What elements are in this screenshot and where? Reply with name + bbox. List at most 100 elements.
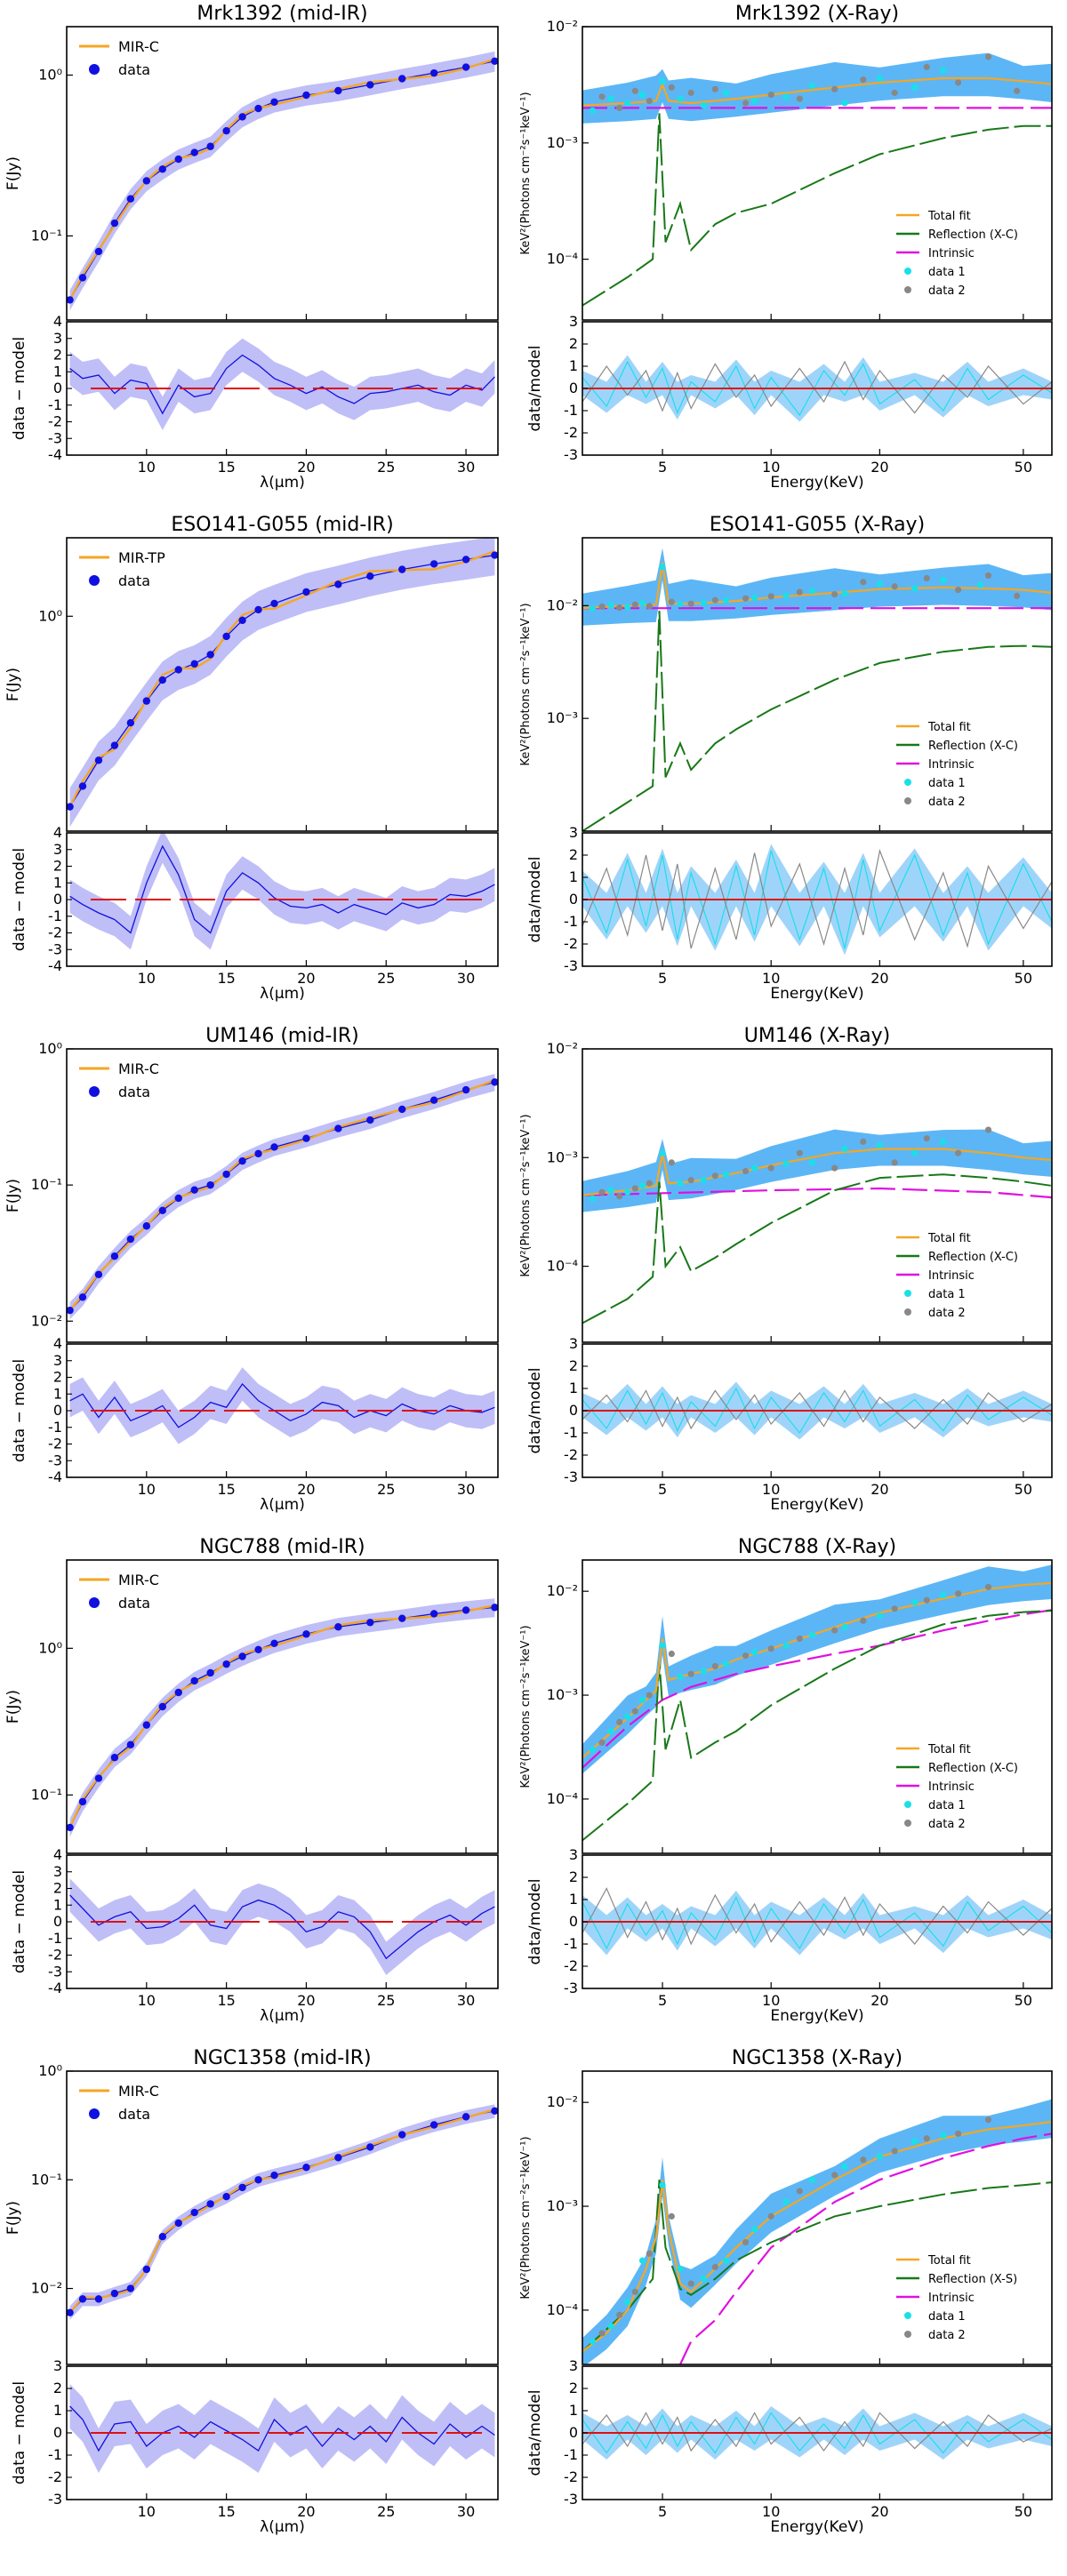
- legend-model-label: MIR-TP: [118, 549, 165, 566]
- main-plot-area: [67, 1074, 498, 1320]
- legend: MIR-C data: [79, 2083, 159, 2123]
- legend-model-label: MIR-C: [118, 1572, 159, 1588]
- data-point: [398, 1105, 406, 1114]
- data2-point: [616, 604, 623, 612]
- y-axis-label: KeV²(Photons cm⁻²s⁻¹keV⁻¹): [519, 1625, 533, 1788]
- resid-xtick-label: 15: [217, 2503, 235, 2520]
- resid-ytick-label: 2: [569, 846, 578, 863]
- data2-point: [616, 104, 623, 112]
- data1-point: [940, 577, 947, 584]
- data-point: [334, 86, 342, 95]
- resid-xtick-label: 25: [377, 2503, 395, 2520]
- data2-point: [860, 579, 867, 586]
- resid-ytick-label: -2: [48, 1436, 62, 1452]
- resid-ytick-label: 2: [53, 1369, 62, 1386]
- residual-plot-area: [69, 2384, 495, 2473]
- legend-data2-label: data 2: [928, 284, 966, 298]
- main-ytick-label: 10⁰: [38, 2062, 62, 2079]
- legend-data1-swatch: [904, 1290, 911, 1297]
- data1-point: [589, 2338, 596, 2345]
- resid-ytick-label: 3: [53, 2357, 62, 2374]
- resid-xtick-label: 5: [658, 970, 667, 987]
- data2-point: [687, 1670, 694, 1677]
- data-point: [110, 2289, 119, 2298]
- data-point: [461, 2113, 470, 2121]
- data-point: [174, 1194, 182, 1203]
- resid-ytick-label: -2: [48, 2468, 62, 2485]
- data1-point: [700, 1668, 707, 1675]
- data-point: [158, 165, 166, 173]
- data1-point: [841, 100, 848, 107]
- data2-point: [923, 1135, 930, 1142]
- data1-point: [976, 581, 984, 588]
- residual-band: [582, 1891, 1052, 1956]
- data2-point: [767, 2212, 774, 2220]
- data1-point: [607, 1187, 614, 1194]
- data-point: [398, 565, 406, 573]
- data-point: [334, 1623, 342, 1631]
- legend-intrinsic-label: Intrinsic: [928, 247, 975, 260]
- resid-ytick-label: -2: [564, 424, 578, 441]
- y-axis-label: F(Jy): [4, 1690, 22, 1724]
- resid-xtick-label: 20: [870, 970, 888, 987]
- data-point: [491, 1078, 498, 1086]
- main-ytick-label: 10⁻²: [547, 18, 578, 35]
- data-point: [461, 1085, 470, 1094]
- residual-error-band: [69, 2384, 495, 2473]
- data-point: [110, 219, 119, 228]
- data2-point: [891, 1159, 898, 1166]
- resid-ytick-label: -2: [564, 1446, 578, 1463]
- data2-point: [668, 1159, 675, 1166]
- resid-xtick-label: 25: [377, 1992, 395, 2009]
- data1-point: [782, 1160, 790, 1167]
- legend: MIR-C data: [79, 1060, 159, 1100]
- residual-y-axis-label: data/model: [526, 346, 544, 432]
- main-plot-area: [582, 548, 1052, 831]
- data1-point: [808, 82, 816, 90]
- data1-point: [677, 601, 684, 608]
- legend-intrinsic-label: Intrinsic: [928, 758, 975, 772]
- resid-xtick-label: 25: [377, 1481, 395, 1498]
- flux-error-band: [69, 2104, 495, 2320]
- residual-line: [69, 844, 495, 934]
- data2-point: [767, 1645, 774, 1652]
- residual-y-axis-label: data/model: [526, 1368, 544, 1454]
- data-point: [190, 660, 198, 668]
- resid-ytick-label: 4: [53, 313, 62, 330]
- data-point: [491, 1604, 498, 1612]
- y-axis-label: KeV²(Photons cm⁻²s⁻¹keV⁻¹): [519, 1114, 533, 1276]
- legend-model-label: MIR-C: [118, 38, 159, 55]
- y-axis-label: KeV²(Photons cm⁻²s⁻¹keV⁻¹): [519, 603, 533, 765]
- resid-ytick-label: 3: [569, 1846, 578, 1863]
- resid-ytick-label: 3: [53, 841, 62, 858]
- data1-point: [782, 93, 790, 100]
- resid-ytick-label: -2: [48, 924, 62, 941]
- data-point: [302, 1630, 310, 1638]
- data2-point: [831, 85, 838, 92]
- legend-reflection-label: Reflection (X-C): [928, 740, 1018, 753]
- resid-xtick-label: 20: [297, 1481, 315, 1498]
- legend: MIR-C data: [79, 1572, 159, 1612]
- residual-plot-area: [69, 1367, 495, 1444]
- resid-ytick-label: 3: [53, 330, 62, 347]
- residual-line: [69, 2405, 495, 2452]
- resid-xtick-label: 10: [762, 970, 780, 987]
- legend-reflection-label: Reflection (X-C): [928, 228, 1018, 242]
- xray-error-band: [582, 548, 1052, 626]
- data-point: [190, 1676, 198, 1685]
- data1-point: [940, 67, 947, 74]
- data1-point: [700, 599, 707, 606]
- data2-point: [923, 1596, 930, 1604]
- main-ytick-label: 10⁻³: [547, 2197, 578, 2214]
- data2-point: [598, 1739, 606, 1746]
- main-ytick-label: 10⁻¹: [31, 2171, 62, 2188]
- resid-ytick-label: -2: [564, 1957, 578, 1974]
- data2-point: [616, 2311, 623, 2318]
- legend-data-label: data: [118, 1084, 150, 1100]
- residual-plot-area: [69, 338, 495, 430]
- resid-ytick-label: 1: [53, 874, 62, 891]
- resid-ytick-label: 0: [53, 891, 62, 908]
- intrinsic-curve: [679, 2132, 1052, 2364]
- data2-point: [1014, 592, 1021, 600]
